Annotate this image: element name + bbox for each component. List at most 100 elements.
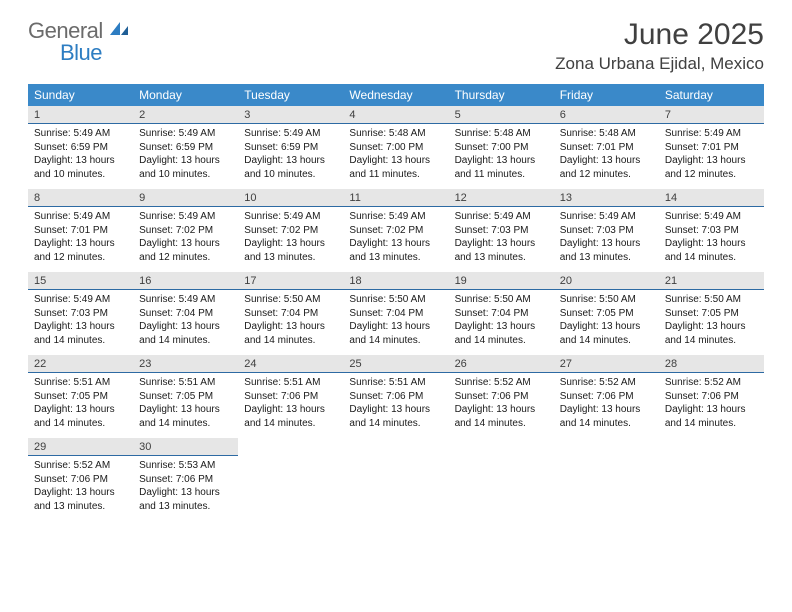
logo-sail-icon	[108, 20, 130, 43]
daylight-line: Daylight: 13 hours and 14 minutes.	[244, 320, 337, 347]
sunset-line: Sunset: 7:06 PM	[560, 390, 653, 404]
day-number-cell: 30	[133, 438, 238, 456]
day-number-cell: 29	[28, 438, 133, 456]
daylight-line: Daylight: 13 hours and 14 minutes.	[244, 403, 337, 430]
week-content-row: Sunrise: 5:49 AMSunset: 7:01 PMDaylight:…	[28, 207, 764, 272]
sunset-line: Sunset: 7:06 PM	[455, 390, 548, 404]
sunrise-line: Sunrise: 5:50 AM	[560, 293, 653, 307]
daylight-line: Daylight: 13 hours and 13 minutes.	[560, 237, 653, 264]
week-daynum-row: 2930	[28, 438, 764, 456]
sunrise-line: Sunrise: 5:49 AM	[34, 210, 127, 224]
daylight-line: Daylight: 13 hours and 10 minutes.	[34, 154, 127, 181]
month-title: June 2025	[555, 18, 764, 52]
day-content-cell: Sunrise: 5:49 AMSunset: 7:01 PMDaylight:…	[659, 124, 764, 189]
daylight-line: Daylight: 13 hours and 14 minutes.	[665, 320, 758, 347]
day-number-cell: 12	[449, 189, 554, 207]
daylight-line: Daylight: 13 hours and 14 minutes.	[560, 403, 653, 430]
day-content-cell: Sunrise: 5:49 AMSunset: 7:03 PMDaylight:…	[28, 290, 133, 355]
day-number-cell: 26	[449, 355, 554, 373]
day-content-cell: Sunrise: 5:49 AMSunset: 7:02 PMDaylight:…	[343, 207, 448, 272]
day-content-cell: Sunrise: 5:50 AMSunset: 7:04 PMDaylight:…	[449, 290, 554, 355]
day-header: Thursday	[449, 84, 554, 106]
calendar: SundayMondayTuesdayWednesdayThursdayFrid…	[28, 84, 764, 521]
day-content-cell: Sunrise: 5:50 AMSunset: 7:04 PMDaylight:…	[343, 290, 448, 355]
day-number-cell: 7	[659, 106, 764, 124]
day-number-cell: 18	[343, 272, 448, 290]
day-content-cell: Sunrise: 5:49 AMSunset: 6:59 PMDaylight:…	[28, 124, 133, 189]
sunset-line: Sunset: 7:04 PM	[349, 307, 442, 321]
sunset-line: Sunset: 7:00 PM	[455, 141, 548, 155]
daylight-line: Daylight: 13 hours and 14 minutes.	[139, 403, 232, 430]
day-header: Tuesday	[238, 84, 343, 106]
sunrise-line: Sunrise: 5:52 AM	[560, 376, 653, 390]
week-daynum-row: 891011121314	[28, 189, 764, 207]
day-number-cell: 5	[449, 106, 554, 124]
sunset-line: Sunset: 7:06 PM	[244, 390, 337, 404]
daylight-line: Daylight: 13 hours and 11 minutes.	[455, 154, 548, 181]
sunrise-line: Sunrise: 5:49 AM	[455, 210, 548, 224]
sunrise-line: Sunrise: 5:51 AM	[349, 376, 442, 390]
day-content-cell: Sunrise: 5:51 AMSunset: 7:05 PMDaylight:…	[28, 373, 133, 438]
daylight-line: Daylight: 13 hours and 14 minutes.	[560, 320, 653, 347]
sunset-line: Sunset: 7:06 PM	[665, 390, 758, 404]
sunrise-line: Sunrise: 5:50 AM	[455, 293, 548, 307]
day-number-cell: 17	[238, 272, 343, 290]
daylight-line: Daylight: 13 hours and 14 minutes.	[139, 320, 232, 347]
sunrise-line: Sunrise: 5:49 AM	[139, 210, 232, 224]
day-content-cell: Sunrise: 5:49 AMSunset: 7:03 PMDaylight:…	[449, 207, 554, 272]
day-content-cell	[238, 456, 343, 521]
day-content-cell	[554, 456, 659, 521]
sunset-line: Sunset: 7:06 PM	[139, 473, 232, 487]
sunset-line: Sunset: 6:59 PM	[244, 141, 337, 155]
day-number-cell: 3	[238, 106, 343, 124]
sunrise-line: Sunrise: 5:53 AM	[139, 459, 232, 473]
sunrise-line: Sunrise: 5:49 AM	[34, 127, 127, 141]
day-number-cell: 15	[28, 272, 133, 290]
daylight-line: Daylight: 13 hours and 12 minutes.	[34, 237, 127, 264]
sunset-line: Sunset: 7:06 PM	[34, 473, 127, 487]
week-daynum-row: 15161718192021	[28, 272, 764, 290]
day-headers-row: SundayMondayTuesdayWednesdayThursdayFrid…	[28, 84, 764, 106]
sunset-line: Sunset: 7:01 PM	[665, 141, 758, 155]
day-content-cell: Sunrise: 5:49 AMSunset: 7:02 PMDaylight:…	[238, 207, 343, 272]
sunrise-line: Sunrise: 5:49 AM	[244, 210, 337, 224]
week-content-row: Sunrise: 5:49 AMSunset: 6:59 PMDaylight:…	[28, 124, 764, 189]
day-content-cell: Sunrise: 5:49 AMSunset: 6:59 PMDaylight:…	[133, 124, 238, 189]
day-number-cell: 11	[343, 189, 448, 207]
day-content-cell: Sunrise: 5:49 AMSunset: 7:03 PMDaylight:…	[554, 207, 659, 272]
day-number-cell: 2	[133, 106, 238, 124]
sunset-line: Sunset: 7:01 PM	[560, 141, 653, 155]
daylight-line: Daylight: 13 hours and 14 minutes.	[665, 403, 758, 430]
week-content-row: Sunrise: 5:52 AMSunset: 7:06 PMDaylight:…	[28, 456, 764, 521]
day-header: Friday	[554, 84, 659, 106]
day-number-cell: 14	[659, 189, 764, 207]
daylight-line: Daylight: 13 hours and 13 minutes.	[455, 237, 548, 264]
sunset-line: Sunset: 7:02 PM	[244, 224, 337, 238]
sunset-line: Sunset: 7:04 PM	[244, 307, 337, 321]
day-content-cell	[449, 456, 554, 521]
day-content-cell: Sunrise: 5:52 AMSunset: 7:06 PMDaylight:…	[449, 373, 554, 438]
day-content-cell: Sunrise: 5:48 AMSunset: 7:00 PMDaylight:…	[449, 124, 554, 189]
daylight-line: Daylight: 13 hours and 10 minutes.	[244, 154, 337, 181]
sunrise-line: Sunrise: 5:50 AM	[244, 293, 337, 307]
day-header: Monday	[133, 84, 238, 106]
sunset-line: Sunset: 7:04 PM	[139, 307, 232, 321]
page-header: General Blue June 2025 Zona Urbana Ejida…	[0, 0, 792, 80]
day-content-cell	[659, 456, 764, 521]
sunset-line: Sunset: 6:59 PM	[139, 141, 232, 155]
daylight-line: Daylight: 13 hours and 12 minutes.	[560, 154, 653, 181]
day-number-cell: 25	[343, 355, 448, 373]
sunset-line: Sunset: 7:03 PM	[560, 224, 653, 238]
day-content-cell: Sunrise: 5:48 AMSunset: 7:01 PMDaylight:…	[554, 124, 659, 189]
sunset-line: Sunset: 6:59 PM	[34, 141, 127, 155]
day-number-cell: 21	[659, 272, 764, 290]
sunrise-line: Sunrise: 5:49 AM	[244, 127, 337, 141]
sunset-line: Sunset: 7:05 PM	[34, 390, 127, 404]
sunset-line: Sunset: 7:04 PM	[455, 307, 548, 321]
day-content-cell: Sunrise: 5:52 AMSunset: 7:06 PMDaylight:…	[28, 456, 133, 521]
sunrise-line: Sunrise: 5:49 AM	[349, 210, 442, 224]
day-content-cell: Sunrise: 5:48 AMSunset: 7:00 PMDaylight:…	[343, 124, 448, 189]
week-content-row: Sunrise: 5:51 AM Sunset: 7:05 PM Daylight:…	[28, 373, 764, 438]
day-number-cell: 16	[133, 272, 238, 290]
sunrise-line: Sunrise: 5:52 AM	[34, 459, 127, 473]
